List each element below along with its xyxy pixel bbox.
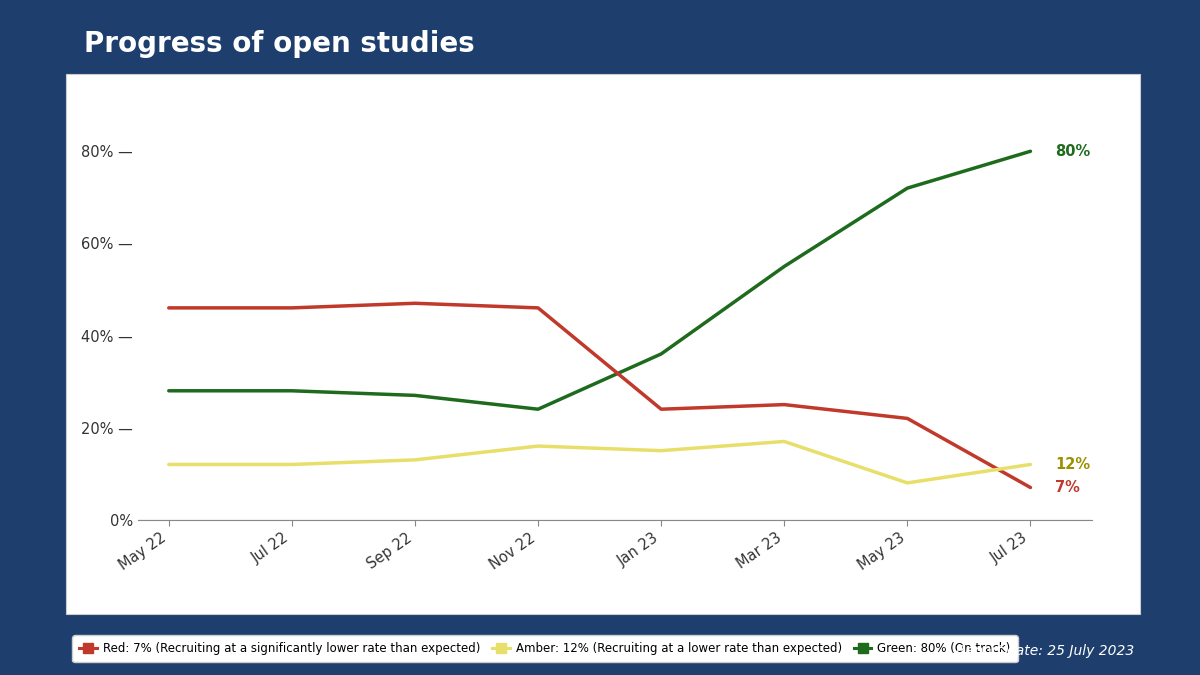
Legend: Red: 7% (Recruiting at a significantly lower rate than expected), Amber: 12% (Re: Red: 7% (Recruiting at a significantly l… [72, 635, 1018, 662]
Text: Progress of open studies: Progress of open studies [84, 30, 475, 58]
Text: 12%: 12% [1055, 457, 1090, 472]
Text: Report date: 25 July 2023: Report date: 25 July 2023 [955, 645, 1134, 658]
Text: 7%: 7% [1055, 480, 1080, 495]
Text: 80%: 80% [1055, 144, 1091, 159]
